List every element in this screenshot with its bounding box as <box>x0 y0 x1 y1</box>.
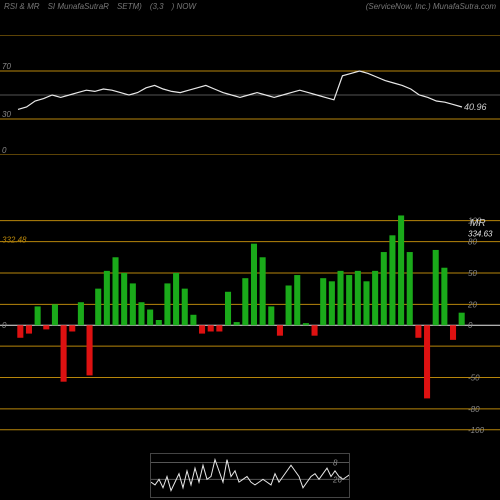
svg-text:0: 0 <box>468 321 473 330</box>
header-text: ) NOW <box>172 2 196 12</box>
svg-text:70: 70 <box>2 62 11 71</box>
svg-text:-100: -100 <box>468 426 485 435</box>
svg-text:40.96: 40.96 <box>464 102 487 112</box>
mr-bar-chart: 334.631008050200-50-80-100332.480MR <box>0 205 500 435</box>
svg-text:0: 0 <box>2 321 7 330</box>
svg-text:0: 0 <box>2 146 7 155</box>
svg-text:50: 50 <box>468 269 477 278</box>
header-text: RSI & MR <box>4 2 40 12</box>
chart-header: RSI & MR SI MunafaSutraR SETM) (3,3 ) NO… <box>0 0 500 14</box>
header-text: SETM) <box>117 2 142 12</box>
svg-text:332.48: 332.48 <box>2 236 27 245</box>
svg-text:30: 30 <box>2 110 11 119</box>
svg-text:MR: MR <box>470 218 486 229</box>
svg-text:26: 26 <box>332 475 342 484</box>
header-text: (3,3 <box>150 2 164 12</box>
svg-text:80: 80 <box>468 238 477 247</box>
svg-text:-50: -50 <box>468 374 480 383</box>
svg-text:-80: -80 <box>468 405 480 414</box>
svg-text:8: 8 <box>333 458 338 467</box>
svg-text:20: 20 <box>467 300 477 309</box>
mini-chart: 8 26 <box>150 453 350 498</box>
header-text: SI MunafaSutraR <box>48 2 109 12</box>
rsi-chart: 1007030040.96 <box>0 35 500 155</box>
header-text: (ServiceNow, Inc.) MunafaSutra.com <box>366 2 496 12</box>
